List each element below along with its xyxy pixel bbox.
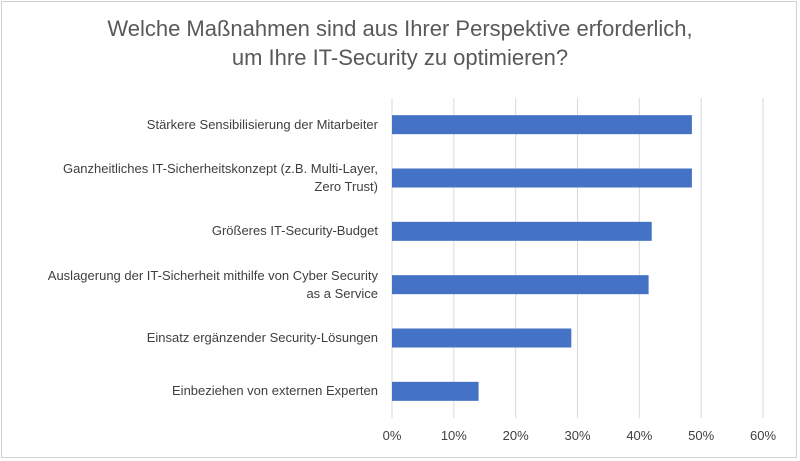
x-tick-label: 30%: [564, 428, 591, 443]
category-label-line: as a Service: [306, 285, 378, 301]
x-tick-label: 50%: [688, 428, 715, 443]
category-label-line: Ganzheitliches IT-Sicherheitskonzept (z.…: [62, 161, 378, 176]
bar: [392, 275, 649, 295]
bar: [392, 381, 479, 401]
category-label: Ganzheitliches IT-Sicherheitskonzept (z.…: [0, 160, 378, 196]
bar: [392, 221, 652, 241]
category-label: Einsatz ergänzender Security-Lösungen: [0, 329, 378, 347]
category-label: Größeres IT-Security-Budget: [0, 222, 378, 240]
category-label-line: Einbeziehen von externen Experten: [172, 383, 378, 399]
category-label: Einbeziehen von externen Experten: [0, 382, 378, 400]
chart-title: Welche Maßnahmen sind aus Ihrer Perspekt…: [0, 14, 800, 72]
x-tick-label: 60%: [749, 428, 777, 443]
chart-title-line-1: Welche Maßnahmen sind aus Ihrer Perspekt…: [107, 16, 693, 41]
category-label-line: Auslagerung der IT-Sicherheit mithilfe v…: [47, 267, 378, 283]
x-tick-label: 10%: [440, 428, 467, 443]
category-label-line: Einsatz ergänzender Security-Lösungen: [146, 330, 378, 345]
x-tick-label: 40%: [626, 428, 653, 443]
category-label: Auslagerung der IT-Sicherheit mithilfe v…: [0, 267, 378, 303]
x-tick-label: 0%: [382, 428, 402, 443]
category-label: Stärkere Sensibilisierung der Mitarbeite…: [0, 116, 378, 134]
bar: [392, 168, 692, 188]
category-label-line: Stärkere Sensibilisierung der Mitarbeite…: [146, 116, 378, 132]
x-tick-label: 20%: [502, 428, 529, 443]
category-label-line: Zero Trust): [314, 179, 378, 194]
bar: [392, 328, 572, 348]
category-label-line: Größeres IT-Security-Budget: [211, 223, 378, 239]
bar: [392, 115, 692, 135]
chart-title-line-2: um Ihre IT-Security zu optimieren?: [231, 45, 569, 70]
